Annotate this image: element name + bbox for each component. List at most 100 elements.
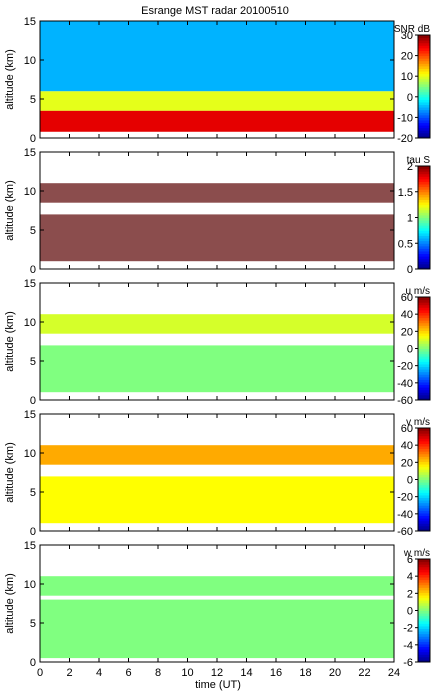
colorbar-cell	[418, 122, 430, 126]
data-layer-0	[40, 599, 394, 659]
colorbar-tick-label: -40	[397, 509, 413, 521]
colorbar-cell	[418, 196, 430, 200]
colorbar-cell	[418, 356, 430, 360]
colorbar-cell	[418, 333, 430, 337]
colorbar-cell	[418, 636, 430, 640]
colorbar-cell	[418, 304, 430, 308]
colorbar-cell	[418, 37, 430, 41]
data-layer-0	[40, 345, 394, 393]
colorbar-cell	[418, 109, 430, 113]
colorbar-cell	[418, 204, 430, 208]
colorbar-cell	[418, 366, 430, 370]
colorbar-cell	[418, 181, 430, 185]
colorbar-label: w m/s	[403, 548, 430, 559]
colorbar-cell	[418, 363, 430, 368]
y-tick-label: 10	[24, 55, 36, 67]
colorbar-cell	[418, 358, 430, 362]
panel-u: 0 5 10 15 altitude (km) u m/s -60 -40 -20 0 20 40 60	[4, 278, 431, 407]
y-axis-label: altitude (km)	[4, 49, 16, 110]
colorbar-cell	[418, 394, 430, 398]
y-tick-label: 15	[24, 540, 36, 552]
colorbar-label: SNR dB	[394, 24, 430, 35]
colorbar-cell	[418, 384, 430, 388]
colorbar-cell	[418, 631, 430, 635]
colorbar-cell	[418, 94, 430, 98]
colorbar-cell	[418, 222, 430, 226]
colorbar-cell	[418, 127, 430, 131]
colorbar-cell	[418, 50, 430, 54]
colorbar-cell	[418, 117, 430, 121]
x-tick-label: 14	[240, 667, 252, 679]
data-layer-1	[40, 576, 394, 596]
colorbar-cell	[418, 559, 430, 563]
y-tick-label: 10	[24, 186, 36, 198]
colorbar-cell	[418, 628, 430, 632]
colorbar-cell	[418, 523, 430, 527]
colorbar-tick-label: -20	[397, 492, 413, 504]
colorbar-cell	[418, 482, 430, 486]
colorbar-cell	[418, 307, 430, 311]
colorbar-cell	[418, 613, 430, 617]
colorbar-cell	[418, 561, 430, 565]
colorbar-cell	[418, 510, 430, 514]
colorbar-tick-label: 10	[401, 71, 413, 83]
colorbar-cell	[418, 202, 430, 206]
colorbar-cell	[418, 469, 430, 473]
colorbar-cell	[418, 387, 430, 391]
colorbar-cell	[418, 584, 430, 588]
colorbar-cell	[418, 502, 430, 506]
colorbar-cell	[418, 389, 430, 393]
colorbar-tick-label: 40	[401, 309, 413, 321]
data-layer-0	[40, 214, 394, 262]
colorbar-tick-label: -10	[397, 112, 413, 124]
y-tick-label: 0	[30, 657, 36, 669]
colorbar-cell	[418, 60, 430, 64]
colorbar-cell	[418, 446, 430, 450]
y-axis-label: altitude (km)	[4, 180, 16, 241]
colorbar-cell	[418, 361, 430, 365]
y-tick-label: 10	[24, 579, 36, 591]
colorbar-cell	[418, 243, 430, 247]
figure-title: Esrange MST radar 20100510	[141, 5, 289, 17]
colorbar-cell	[418, 63, 430, 67]
colorbar-cell	[418, 479, 430, 483]
colorbar-cell	[418, 448, 430, 452]
colorbar-cell	[418, 266, 430, 270]
colorbar-cell	[418, 633, 430, 637]
colorbar-cell	[418, 656, 430, 660]
colorbar-cell	[418, 35, 430, 39]
colorbar-tick-label: 20	[401, 51, 413, 63]
colorbar-cell	[418, 474, 430, 478]
colorbar-cell	[418, 76, 430, 80]
colorbar-cell	[418, 58, 430, 62]
y-tick-label: 15	[24, 16, 36, 28]
colorbar-cell	[418, 428, 430, 432]
colorbar-cell	[418, 464, 430, 468]
data-layer-1	[40, 445, 394, 465]
colorbar-cell	[418, 374, 430, 378]
colorbar-cell	[418, 643, 430, 648]
colorbar-cell	[418, 176, 430, 180]
colorbar-cell	[418, 114, 430, 118]
x-tick-label: 16	[270, 667, 282, 679]
data-layer-2	[40, 21, 394, 92]
colorbar-tick-label: 0	[407, 92, 413, 104]
colorbar-cell	[418, 322, 430, 326]
colorbar-cell	[418, 610, 430, 614]
colorbar-cell	[418, 297, 430, 301]
colorbar-cell	[418, 607, 430, 611]
colorbar-cell	[418, 582, 430, 586]
data-layer-0	[40, 110, 394, 132]
y-tick-label: 10	[24, 448, 36, 460]
colorbar-cell	[418, 99, 430, 103]
y-axis-label: altitude (km)	[4, 311, 16, 372]
colorbar-tick-label: -6	[403, 657, 413, 669]
colorbar-label: u m/s	[406, 286, 430, 297]
colorbar-cell	[418, 320, 430, 324]
colorbar-tick-label: 60	[401, 423, 413, 435]
colorbar-cell	[418, 589, 430, 593]
colorbar-cell	[418, 605, 430, 609]
colorbar-cell	[418, 302, 430, 306]
colorbar-cell	[418, 602, 430, 606]
colorbar-cell	[418, 512, 430, 517]
